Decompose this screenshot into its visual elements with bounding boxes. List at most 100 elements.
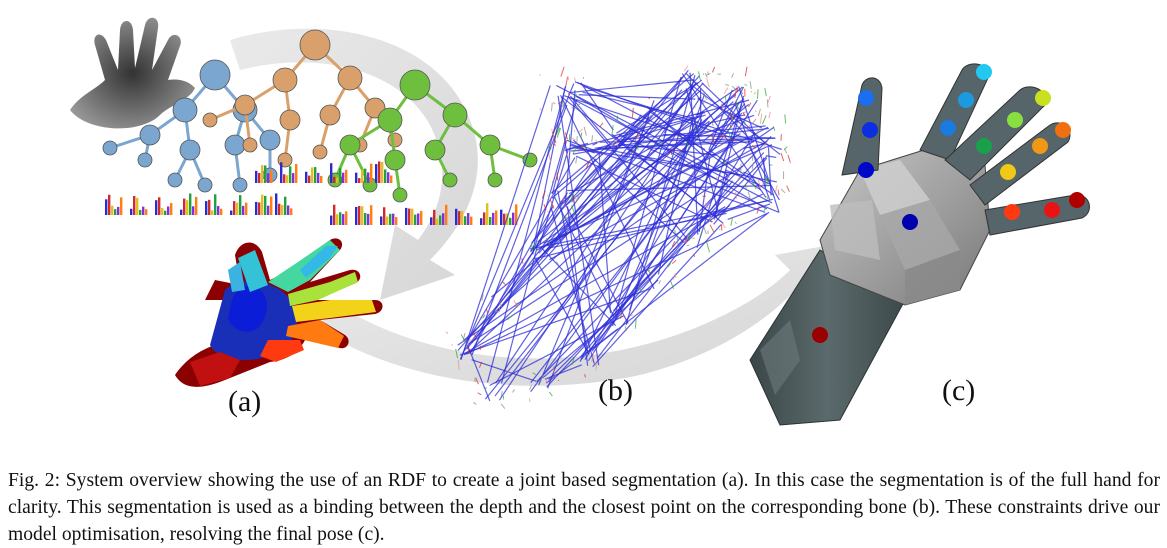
leaf-histogram — [180, 194, 197, 215]
depth-normal-tick — [760, 114, 761, 124]
depth-normal-tick — [452, 344, 453, 345]
depth-normal-tick — [635, 319, 636, 328]
depth-normal-tick — [732, 86, 735, 89]
figure-caption: Fig. 2: System overview showing the use … — [8, 467, 1160, 548]
depth-normal-tick — [566, 77, 568, 85]
depth-normal-tick — [568, 76, 569, 80]
depth-normal-tick — [581, 132, 582, 137]
joint-marker — [976, 138, 992, 154]
depth-normal-tick — [540, 109, 542, 110]
depth-normal-tick — [728, 131, 730, 140]
joint-marker — [1000, 164, 1016, 180]
depth-normal-tick — [575, 94, 576, 95]
leaf-histogram — [305, 167, 322, 183]
depth-normal-tick — [475, 378, 476, 382]
panel-label-c: (c) — [942, 374, 975, 408]
leaf-histogram — [155, 197, 172, 215]
depth-normal-tick — [684, 66, 687, 71]
depth-normal-tick — [553, 102, 555, 104]
leaf-histogram — [275, 193, 292, 215]
depth-normal-tick — [769, 112, 770, 118]
leaf-histogram — [330, 205, 347, 225]
depth-normal-tick — [757, 89, 758, 99]
leaf-histogram — [255, 195, 272, 215]
depth-normal-tick — [749, 103, 751, 107]
joint-marker — [1055, 122, 1071, 138]
depth-normal-tick — [785, 114, 786, 123]
depth-normal-tick — [473, 402, 476, 404]
depth-normal-tick — [687, 245, 690, 246]
joint-marker — [858, 90, 874, 106]
joint-marker — [1069, 192, 1085, 208]
depth-normal-tick — [754, 92, 756, 94]
depth-normal-tick — [486, 309, 487, 314]
depth-normal-tick — [558, 380, 559, 381]
depth-normal-tick — [745, 67, 747, 76]
figure-canvas — [0, 0, 1167, 440]
joint-marker — [958, 92, 974, 108]
leaf-histogram — [355, 205, 372, 225]
segmented-hand-image — [175, 238, 383, 387]
depth-normal-tick — [773, 126, 774, 130]
depth-normal-tick — [765, 88, 766, 96]
depth-normal-tick — [694, 255, 695, 257]
depth-normal-tick — [659, 280, 661, 284]
joint-marker — [902, 214, 918, 230]
depth-normal-tick — [752, 162, 753, 169]
depth-normal-tick — [572, 138, 575, 140]
depth-normal-tick — [672, 260, 676, 263]
leaf-histogram — [405, 208, 422, 225]
depth-normal-tick — [784, 147, 787, 150]
depth-normal-tick — [478, 393, 482, 395]
depth-normal-tick — [648, 271, 650, 274]
depth-normal-tick — [731, 218, 733, 226]
leaf-histogram — [480, 203, 497, 225]
depth-normal-tick — [585, 374, 586, 377]
depth-normal-tick — [707, 242, 710, 252]
depth-normal-tick — [781, 153, 784, 161]
depth-normal-tick — [735, 222, 737, 224]
depth-normal-tick — [612, 125, 613, 135]
depth-normal-tick — [788, 155, 790, 163]
constraint-line — [690, 73, 698, 235]
depth-normal-tick — [446, 332, 448, 334]
depth-normal-tick — [755, 111, 757, 112]
joint-marker — [1035, 90, 1051, 106]
depth-normal-tick — [574, 78, 575, 82]
depth-normal-tick — [547, 195, 548, 196]
depth-normal-tick — [549, 392, 552, 396]
depth-normal-tick — [550, 140, 551, 148]
leaf-histogram — [380, 207, 397, 225]
depth-normal-tick — [758, 109, 760, 116]
depth-normal-tick — [655, 130, 656, 131]
leaf-histogram — [230, 195, 247, 215]
joint-marker — [1007, 112, 1023, 128]
joint-marker — [812, 327, 828, 343]
depth-normal-tick — [724, 88, 728, 94]
depth-normal-tick — [775, 185, 777, 192]
depth-normal-tick — [781, 189, 785, 193]
depth-normal-tick — [592, 135, 593, 142]
depth-normal-tick — [576, 157, 577, 164]
depth-normal-tick — [695, 107, 696, 108]
depth-normal-tick — [549, 153, 551, 162]
depth-normal-tick — [478, 341, 479, 342]
depth-normal-tick — [710, 225, 714, 232]
depth-normal-tick — [573, 197, 574, 202]
depth-normal-tick — [600, 123, 603, 127]
depth-normal-tick — [787, 186, 790, 192]
depth-normal-tick — [725, 84, 728, 85]
depth-normal-tick — [750, 81, 751, 89]
depth-normal-tick — [574, 131, 575, 132]
depth-normal-tick — [745, 85, 747, 86]
mesh-hand-model — [750, 64, 1089, 425]
depth-normal-tick — [729, 175, 730, 177]
depth-normal-tick — [720, 229, 721, 230]
depth-normal-tick — [512, 389, 514, 392]
depth-normal-tick — [767, 196, 768, 199]
depth-normal-tick — [722, 223, 725, 228]
depth-normal-tick — [503, 282, 506, 285]
depth-normal-tick — [768, 96, 770, 103]
constraint-line — [460, 84, 573, 360]
depth-normal-tick — [769, 165, 772, 166]
